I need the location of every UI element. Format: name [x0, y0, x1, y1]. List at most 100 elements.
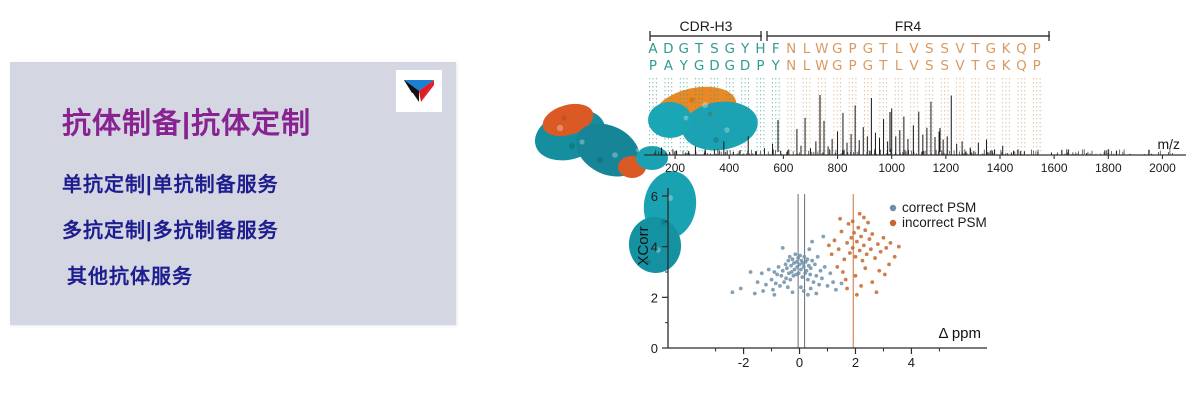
- sequence-residue: V: [955, 58, 965, 74]
- sequence-residue: Y: [740, 41, 750, 57]
- sequence-residue: P: [848, 41, 856, 57]
- sequence-residue: L: [895, 58, 903, 74]
- scatter-point-correct: [739, 287, 743, 291]
- sequence-residue: V: [909, 41, 919, 57]
- sequence-residue: W: [815, 41, 828, 57]
- sequence-residue: N: [786, 41, 796, 57]
- scatter-point-incorrect: [845, 287, 849, 291]
- scatter-point-incorrect: [847, 222, 851, 226]
- scatter-point-correct: [770, 278, 774, 282]
- service-item-mab[interactable]: 单抗定制|单抗制备服务: [62, 168, 279, 197]
- scatter-point-incorrect: [865, 252, 869, 256]
- sequence-residue: K: [1002, 41, 1012, 57]
- scatter-point-incorrect: [854, 274, 858, 278]
- sequence-residue: A: [648, 41, 658, 57]
- scatter-point-incorrect: [830, 252, 834, 256]
- region-bar-fr4: FR4: [767, 18, 1050, 41]
- scatter-point-incorrect: [833, 238, 837, 242]
- sequence-residue: P: [649, 58, 657, 74]
- sequence-residue: S: [710, 41, 719, 57]
- sequence-row-top: ADGTSGYHFNLWGPGTLVSSVTGKQP: [648, 41, 1040, 57]
- figure-canvas: CDR-H3 FR4 ADGTSGYHFNLWGPGTLVSSVTGKQP PA…: [520, 0, 1200, 400]
- sequence-residue: N: [786, 58, 796, 74]
- sequence-residue: G: [832, 41, 842, 57]
- scatter-x-tick-label: -2: [738, 355, 750, 370]
- scatter-point-correct: [809, 287, 813, 291]
- scatter-point-incorrect: [893, 255, 897, 259]
- scatter-point-incorrect: [856, 226, 860, 230]
- legend-marker: [890, 220, 896, 226]
- scatter-y-tick-label: 2: [651, 290, 658, 305]
- scatter-point-incorrect: [866, 221, 870, 225]
- scatter-point-incorrect: [859, 235, 863, 239]
- scatter-point-correct: [797, 271, 801, 275]
- scatter-point-incorrect: [851, 246, 855, 250]
- scatter-point-incorrect: [858, 212, 862, 216]
- spectrum-tick-label: 1000: [878, 161, 905, 175]
- scatter-point-incorrect: [887, 263, 891, 267]
- scatter-point-correct: [814, 292, 818, 296]
- sequence-residue: Q: [1016, 58, 1027, 74]
- sequence-residue: W: [815, 58, 828, 74]
- sequence-residue: A: [664, 58, 674, 74]
- region-bar-cdr-h3: CDR-H3: [650, 18, 762, 41]
- sequence-residue: L: [803, 58, 811, 74]
- service-item-other[interactable]: 其他抗体服务: [67, 260, 193, 289]
- sequence-residue: V: [909, 58, 919, 74]
- scatter-point-incorrect: [855, 293, 859, 297]
- scatter-point-correct: [756, 280, 760, 284]
- scatter-point-correct: [784, 276, 788, 280]
- scatter-point-correct: [784, 263, 788, 267]
- sequence-residue: D: [740, 58, 750, 74]
- scatter-point-incorrect: [869, 247, 873, 251]
- scatter-point-correct: [760, 271, 764, 275]
- sequence-residue: D: [709, 58, 719, 74]
- scatter-point-correct: [786, 259, 790, 263]
- scatter-point-correct: [820, 276, 824, 280]
- scatter-point-correct: [802, 265, 806, 269]
- scatter-point-correct: [778, 284, 782, 288]
- scatter-point-incorrect: [875, 290, 879, 294]
- service-item-pab[interactable]: 多抗定制|多抗制备服务: [62, 214, 279, 243]
- scatter-point-correct: [823, 265, 827, 269]
- scatter-point-correct: [821, 235, 825, 239]
- scatter-point-correct: [810, 240, 814, 244]
- scientific-figure: CDR-H3 FR4 ADGTSGYHFNLWGPGTLVSSVTGKQP PA…: [520, 0, 1200, 400]
- scatter-point-correct: [810, 259, 814, 263]
- spectrum-tick-label: 1800: [1095, 161, 1122, 175]
- scatter-point-incorrect: [845, 241, 849, 245]
- legend-marker: [890, 205, 896, 211]
- legend-label: incorrect PSM: [902, 215, 987, 230]
- scatter-point-incorrect: [868, 237, 872, 241]
- scatter-y-tick-label: 6: [651, 189, 658, 204]
- scatter-point-correct: [775, 273, 779, 277]
- sequence-residue: S: [940, 58, 949, 74]
- scatter-point-correct: [809, 266, 813, 270]
- sequence-residue: S: [925, 58, 934, 74]
- scatter-point-correct: [812, 280, 816, 284]
- sequence-residue: G: [863, 58, 873, 74]
- scatter-point-correct: [806, 278, 810, 282]
- sequence-residue: P: [756, 58, 764, 74]
- scatter-point-correct: [816, 255, 820, 259]
- scatter-point-correct: [774, 282, 778, 286]
- scatter-point-correct: [834, 288, 838, 292]
- sequence-residue: T: [878, 58, 888, 74]
- scatter-point-incorrect: [844, 278, 848, 282]
- sequence-residue: F: [772, 41, 780, 57]
- scatter-point-incorrect: [873, 256, 877, 260]
- scatter-point-correct: [802, 255, 806, 259]
- scatter-point-incorrect: [884, 246, 888, 250]
- scatter-point-correct: [785, 266, 789, 270]
- scatter-point-incorrect: [851, 219, 855, 223]
- scatter-point-incorrect: [882, 236, 886, 240]
- scatter-point-correct: [772, 293, 776, 297]
- scatter-point-incorrect: [840, 230, 844, 234]
- scatter-point-incorrect: [879, 250, 883, 254]
- scatter-point-incorrect: [849, 236, 853, 240]
- spectrum-tick-label: 1200: [932, 161, 959, 175]
- sequence-residue: T: [970, 58, 980, 74]
- sequence-residue: G: [725, 58, 735, 74]
- sequence-residue: H: [755, 41, 765, 57]
- scatter-point-correct: [798, 263, 802, 267]
